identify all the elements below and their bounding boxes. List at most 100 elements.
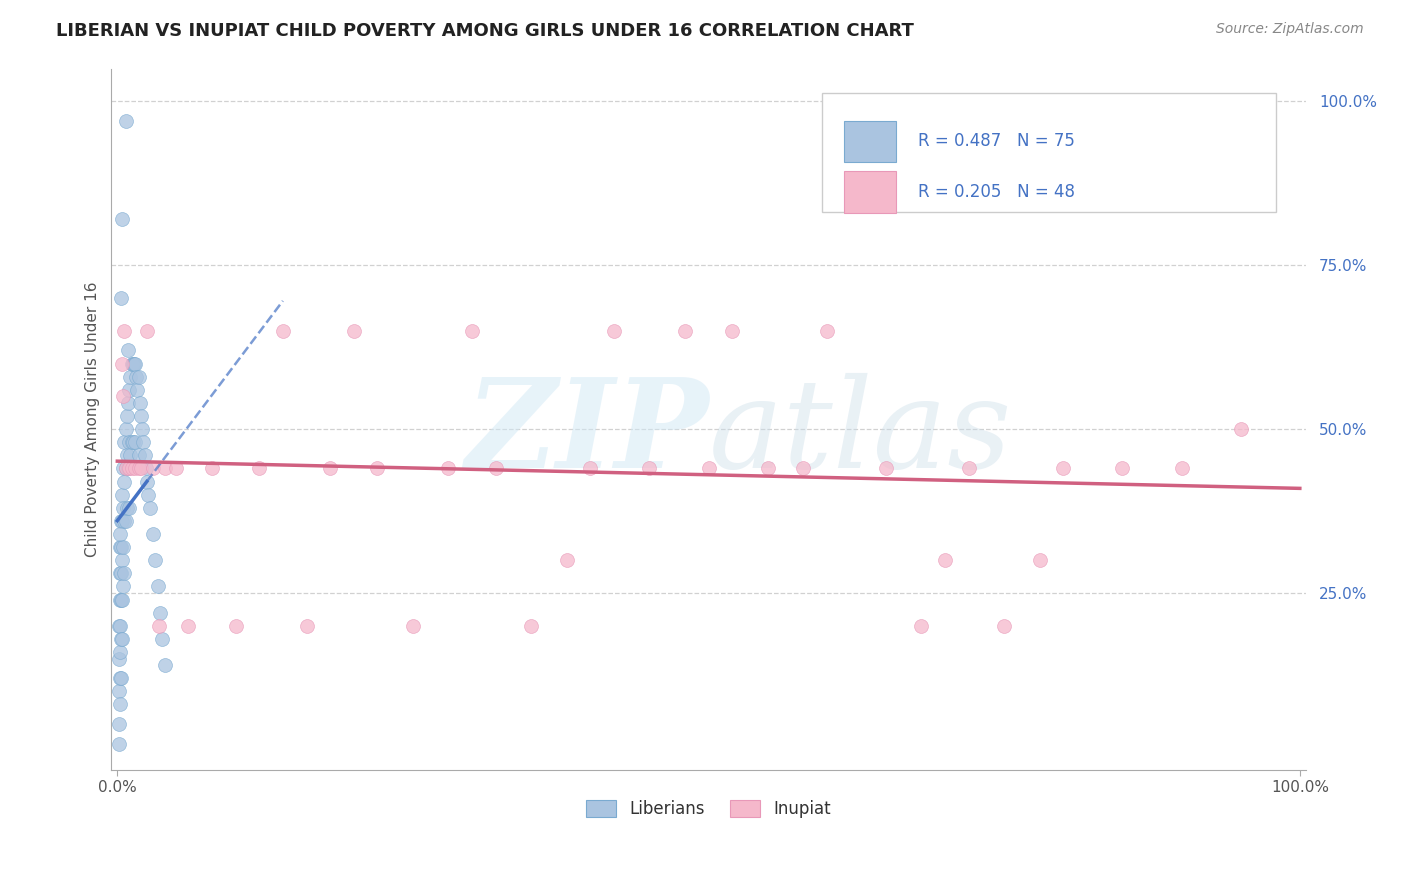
Point <box>1229 422 1251 436</box>
Point <box>131 422 153 436</box>
Point <box>114 114 136 128</box>
Point <box>910 619 932 633</box>
Point <box>110 632 132 646</box>
Point <box>153 461 176 475</box>
Y-axis label: Child Poverty Among Girls Under 16: Child Poverty Among Girls Under 16 <box>86 282 100 557</box>
Point <box>110 291 132 305</box>
Point <box>111 212 134 227</box>
Point <box>118 500 141 515</box>
Point <box>110 566 132 581</box>
Point <box>107 737 129 751</box>
Point <box>114 514 136 528</box>
Point <box>1028 553 1050 567</box>
Point <box>112 461 135 475</box>
Point <box>143 553 166 567</box>
Point <box>108 566 131 581</box>
Point <box>555 553 578 567</box>
Point <box>114 461 136 475</box>
Point <box>115 448 138 462</box>
Point <box>110 671 132 685</box>
Point <box>135 475 157 489</box>
Text: Source: ZipAtlas.com: Source: ZipAtlas.com <box>1216 22 1364 37</box>
Point <box>150 632 173 646</box>
Point <box>201 461 224 475</box>
Point <box>108 540 131 554</box>
Point <box>792 461 814 475</box>
Point <box>111 632 134 646</box>
Point <box>107 651 129 665</box>
Point <box>118 461 141 475</box>
Point <box>134 448 156 462</box>
Point <box>121 435 143 450</box>
Point <box>366 461 388 475</box>
Point <box>108 671 131 685</box>
Point <box>112 566 135 581</box>
Point <box>114 422 136 436</box>
Point <box>112 475 135 489</box>
Point <box>120 369 142 384</box>
Text: LIBERIAN VS INUPIAT CHILD POVERTY AMONG GIRLS UNDER 16 CORRELATION CHART: LIBERIAN VS INUPIAT CHILD POVERTY AMONG … <box>56 22 914 40</box>
Text: ZIP: ZIP <box>465 373 709 494</box>
Point <box>177 619 200 633</box>
Point <box>108 527 131 541</box>
Text: atlas: atlas <box>709 373 1012 494</box>
Point <box>485 461 508 475</box>
Point <box>165 461 187 475</box>
Point <box>111 357 134 371</box>
Point <box>121 435 143 450</box>
Text: R = 0.487   N = 75: R = 0.487 N = 75 <box>918 133 1074 151</box>
Point <box>117 396 139 410</box>
Point <box>1170 461 1192 475</box>
Point <box>117 461 139 475</box>
Point <box>111 514 134 528</box>
Point <box>247 461 270 475</box>
Point <box>135 324 157 338</box>
Point <box>146 579 169 593</box>
FancyBboxPatch shape <box>844 171 896 212</box>
Text: R = 0.205   N = 48: R = 0.205 N = 48 <box>918 183 1074 201</box>
Point <box>402 619 425 633</box>
Point <box>673 324 696 338</box>
Point <box>112 435 135 450</box>
Point <box>127 383 149 397</box>
FancyBboxPatch shape <box>844 120 896 162</box>
Point <box>128 369 150 384</box>
Legend: Liberians, Inupiat: Liberians, Inupiat <box>579 793 838 825</box>
Point <box>225 619 247 633</box>
Point <box>110 540 132 554</box>
Point <box>111 592 134 607</box>
Point <box>122 357 145 371</box>
Point <box>129 461 152 475</box>
Point <box>603 324 626 338</box>
Point <box>107 684 129 698</box>
Point <box>697 461 720 475</box>
Point <box>142 527 165 541</box>
Point <box>319 461 342 475</box>
Point <box>136 488 159 502</box>
Point <box>934 553 956 567</box>
Point <box>993 619 1015 633</box>
Point <box>579 461 602 475</box>
Point <box>343 324 366 338</box>
Point <box>121 357 143 371</box>
Point <box>721 324 744 338</box>
Point <box>132 435 155 450</box>
Point <box>110 514 132 528</box>
Point <box>108 619 131 633</box>
Point <box>520 619 543 633</box>
Point <box>148 619 170 633</box>
Point <box>129 409 152 423</box>
Point <box>437 461 460 475</box>
Point <box>124 461 146 475</box>
Point <box>112 389 135 403</box>
Point <box>121 357 143 371</box>
Point <box>107 717 129 731</box>
Point <box>117 343 139 358</box>
Point <box>112 540 135 554</box>
FancyBboxPatch shape <box>823 93 1275 212</box>
Point <box>125 369 148 384</box>
Point <box>1111 461 1133 475</box>
Point <box>124 435 146 450</box>
Point <box>121 461 143 475</box>
Point <box>108 592 131 607</box>
